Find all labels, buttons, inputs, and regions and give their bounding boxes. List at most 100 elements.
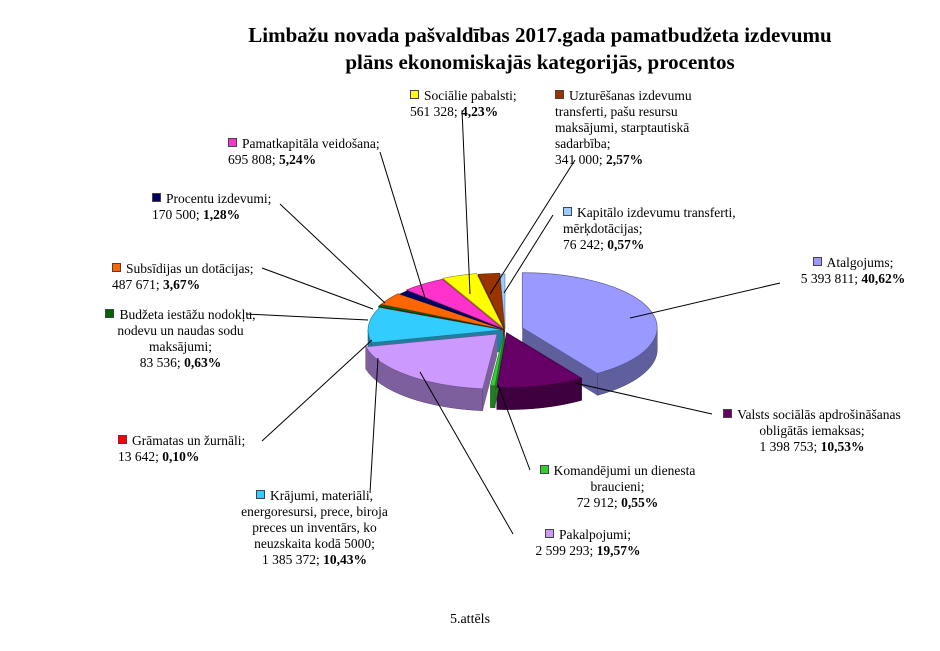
chart-title-line-2: plāns ekonomiskajās kategorijās, procent… bbox=[345, 50, 735, 74]
label-value-11: 341 000; bbox=[555, 152, 607, 167]
leader-line-10 bbox=[461, 109, 471, 295]
leader-line-12 bbox=[503, 214, 554, 294]
label-swatch-0 bbox=[812, 257, 822, 266]
pie-slice-11 bbox=[477, 272, 505, 329]
pie-slice-2 bbox=[490, 330, 506, 387]
label-name-11-2: maksājumi, starptautiskā bbox=[555, 120, 690, 135]
label-value-10: 561 328; bbox=[410, 104, 462, 119]
figure-caption: 5.attēls bbox=[449, 612, 491, 627]
label-value-1: 1 398 753; bbox=[759, 439, 821, 454]
label-swatch-6 bbox=[105, 309, 115, 318]
label-name-2-0: Komandējumi un dienesta bbox=[553, 463, 696, 478]
label-name-4-1: energoresursi, prece, biroja bbox=[241, 504, 388, 519]
label-name-4-2: preces un inventārs, ko bbox=[252, 520, 377, 535]
leader-line-3 bbox=[419, 371, 514, 535]
label-percent-10: 4,23% bbox=[461, 104, 499, 119]
label-swatch-5 bbox=[118, 435, 127, 444]
leader-line-2 bbox=[497, 384, 531, 471]
label-swatch-10 bbox=[410, 90, 419, 99]
label-name-6-2: maksājumi; bbox=[149, 339, 212, 354]
label-name-4-3: neuzskaita kodā 5000; bbox=[254, 536, 375, 551]
label-name-2-1: braucieni; bbox=[590, 479, 645, 494]
label-percent-6: 0,63% bbox=[184, 355, 222, 370]
label-percent-9: 5,24% bbox=[279, 152, 317, 167]
chart-title: Limbažu novada pašvaldības 2017.gada pam… bbox=[150, 22, 930, 76]
label-name-5-0: Grāmatas un žurnāli; bbox=[132, 433, 246, 448]
label-swatch-4 bbox=[255, 490, 265, 499]
data-label-6: Budžeta iestāžu nodokļu, nodevu un naudas… bbox=[88, 307, 273, 371]
label-value-6: 83 536; bbox=[139, 355, 185, 370]
pie-slice-7 bbox=[380, 293, 502, 330]
label-name-6-0: Budžeta iestāžu nodokļu, bbox=[119, 307, 256, 322]
label-name-11-0: Uzturēšanas izdevumu bbox=[569, 88, 692, 103]
label-percent-1: 10,53% bbox=[820, 439, 865, 454]
data-label-0: Atalgojums; 5 393 811; 40,62% bbox=[778, 255, 928, 287]
pie-slice-1 bbox=[496, 332, 583, 388]
label-value-9: 695 808; bbox=[228, 152, 280, 167]
label-name-8-0: Procentu izdevumi; bbox=[166, 191, 272, 206]
data-label-12: Kapitālo izdevumu transferti, mērķdotācij… bbox=[563, 205, 763, 253]
label-value-12: 76 242; bbox=[563, 237, 608, 252]
label-name-11-1: transferti, pašu resursu bbox=[555, 104, 678, 119]
leader-line-5 bbox=[261, 339, 373, 442]
data-label-11: Uzturēšanas izdevumu transferti, pašu res… bbox=[555, 88, 735, 168]
leader-line-9 bbox=[379, 151, 426, 299]
data-label-1: Valsts sociālās apdrošināšanas obligātās … bbox=[712, 407, 912, 455]
label-percent-2: 0,55% bbox=[621, 495, 659, 510]
data-label-10: Sociālie pabalsti; 561 328; 4,23% bbox=[410, 88, 550, 120]
pie-slice-3 bbox=[365, 333, 498, 390]
label-name-4-0: Krājumi, materiāli, bbox=[269, 488, 374, 503]
label-swatch-2 bbox=[539, 465, 549, 474]
label-swatch-11 bbox=[555, 90, 564, 99]
label-name-0-0: Atalgojums; bbox=[826, 255, 894, 270]
label-name-11-3: sadarbība; bbox=[555, 136, 611, 151]
label-value-5: 13 642; bbox=[118, 449, 163, 464]
leader-line-8 bbox=[279, 203, 386, 304]
label-name-12-1: mērķdotācijas; bbox=[563, 221, 643, 236]
label-value-3: 2 599 293; bbox=[535, 543, 597, 558]
label-name-7-0: Subsīdijas un dotācijas; bbox=[126, 261, 254, 276]
label-percent-0: 40,62% bbox=[861, 271, 906, 286]
pie-slice-0 bbox=[521, 272, 658, 374]
pie-slice-9 bbox=[405, 279, 503, 329]
data-label-9: Pamatkapitāla veidošana; 695 808; 5,24% bbox=[228, 136, 428, 168]
label-swatch-7 bbox=[112, 263, 121, 272]
label-percent-3: 19,57% bbox=[596, 543, 641, 558]
label-percent-8: 1,28% bbox=[203, 207, 241, 222]
label-name-10-0: Sociālie pabalsti; bbox=[424, 88, 517, 103]
label-name-12-0: Kapitālo izdevumu transferti, bbox=[577, 205, 736, 220]
pie-slice-8 bbox=[399, 290, 504, 330]
leader-line-4 bbox=[369, 357, 379, 494]
data-label-5: Grāmatas un žurnāli; 13 642; 0,10% bbox=[118, 433, 288, 465]
data-label-8: Procentu izdevumi; 170 500; 1,28% bbox=[152, 191, 302, 223]
label-percent-12: 0,57% bbox=[607, 237, 645, 252]
label-value-8: 170 500; bbox=[152, 207, 204, 222]
pie-slice-10 bbox=[442, 273, 504, 328]
chart-title-line-1: Limbažu novada pašvaldības 2017.gada pam… bbox=[248, 23, 832, 47]
leader-line-0 bbox=[629, 282, 781, 319]
label-swatch-3 bbox=[545, 529, 554, 538]
leader-lines bbox=[245, 109, 781, 535]
label-value-2: 72 912; bbox=[576, 495, 622, 510]
label-percent-7: 3,67% bbox=[163, 277, 201, 292]
label-name-1-0: Valsts sociālās apdrošināšanas bbox=[737, 407, 901, 422]
label-swatch-8 bbox=[152, 193, 161, 202]
label-value-7: 487 671; bbox=[112, 277, 164, 292]
label-value-0: 5 393 811; bbox=[800, 271, 862, 286]
data-label-4: Krājumi, materiāli, energoresursi, prece,… bbox=[232, 488, 397, 568]
leader-line-6 bbox=[245, 313, 369, 321]
leader-line-1 bbox=[574, 382, 713, 415]
label-name-6-1: nodevu un naudas sodu bbox=[117, 323, 244, 338]
slice-side-2-0 bbox=[490, 385, 496, 409]
data-label-7: Subsīdijas un dotācijas; 487 671; 3,67% bbox=[112, 261, 282, 293]
label-percent-4: 10,43% bbox=[323, 552, 367, 567]
label-swatch-9 bbox=[228, 138, 237, 147]
leader-line-11 bbox=[489, 159, 576, 295]
label-value-4: 1 385 372; bbox=[261, 552, 324, 567]
label-name-9-0: Pamatkapitāla veidošana; bbox=[242, 136, 380, 151]
label-name-1-1: obligātās iemaksas; bbox=[759, 423, 865, 438]
pie-tops bbox=[365, 272, 658, 390]
label-swatch-1 bbox=[723, 409, 733, 418]
leader-line-7 bbox=[261, 267, 374, 310]
